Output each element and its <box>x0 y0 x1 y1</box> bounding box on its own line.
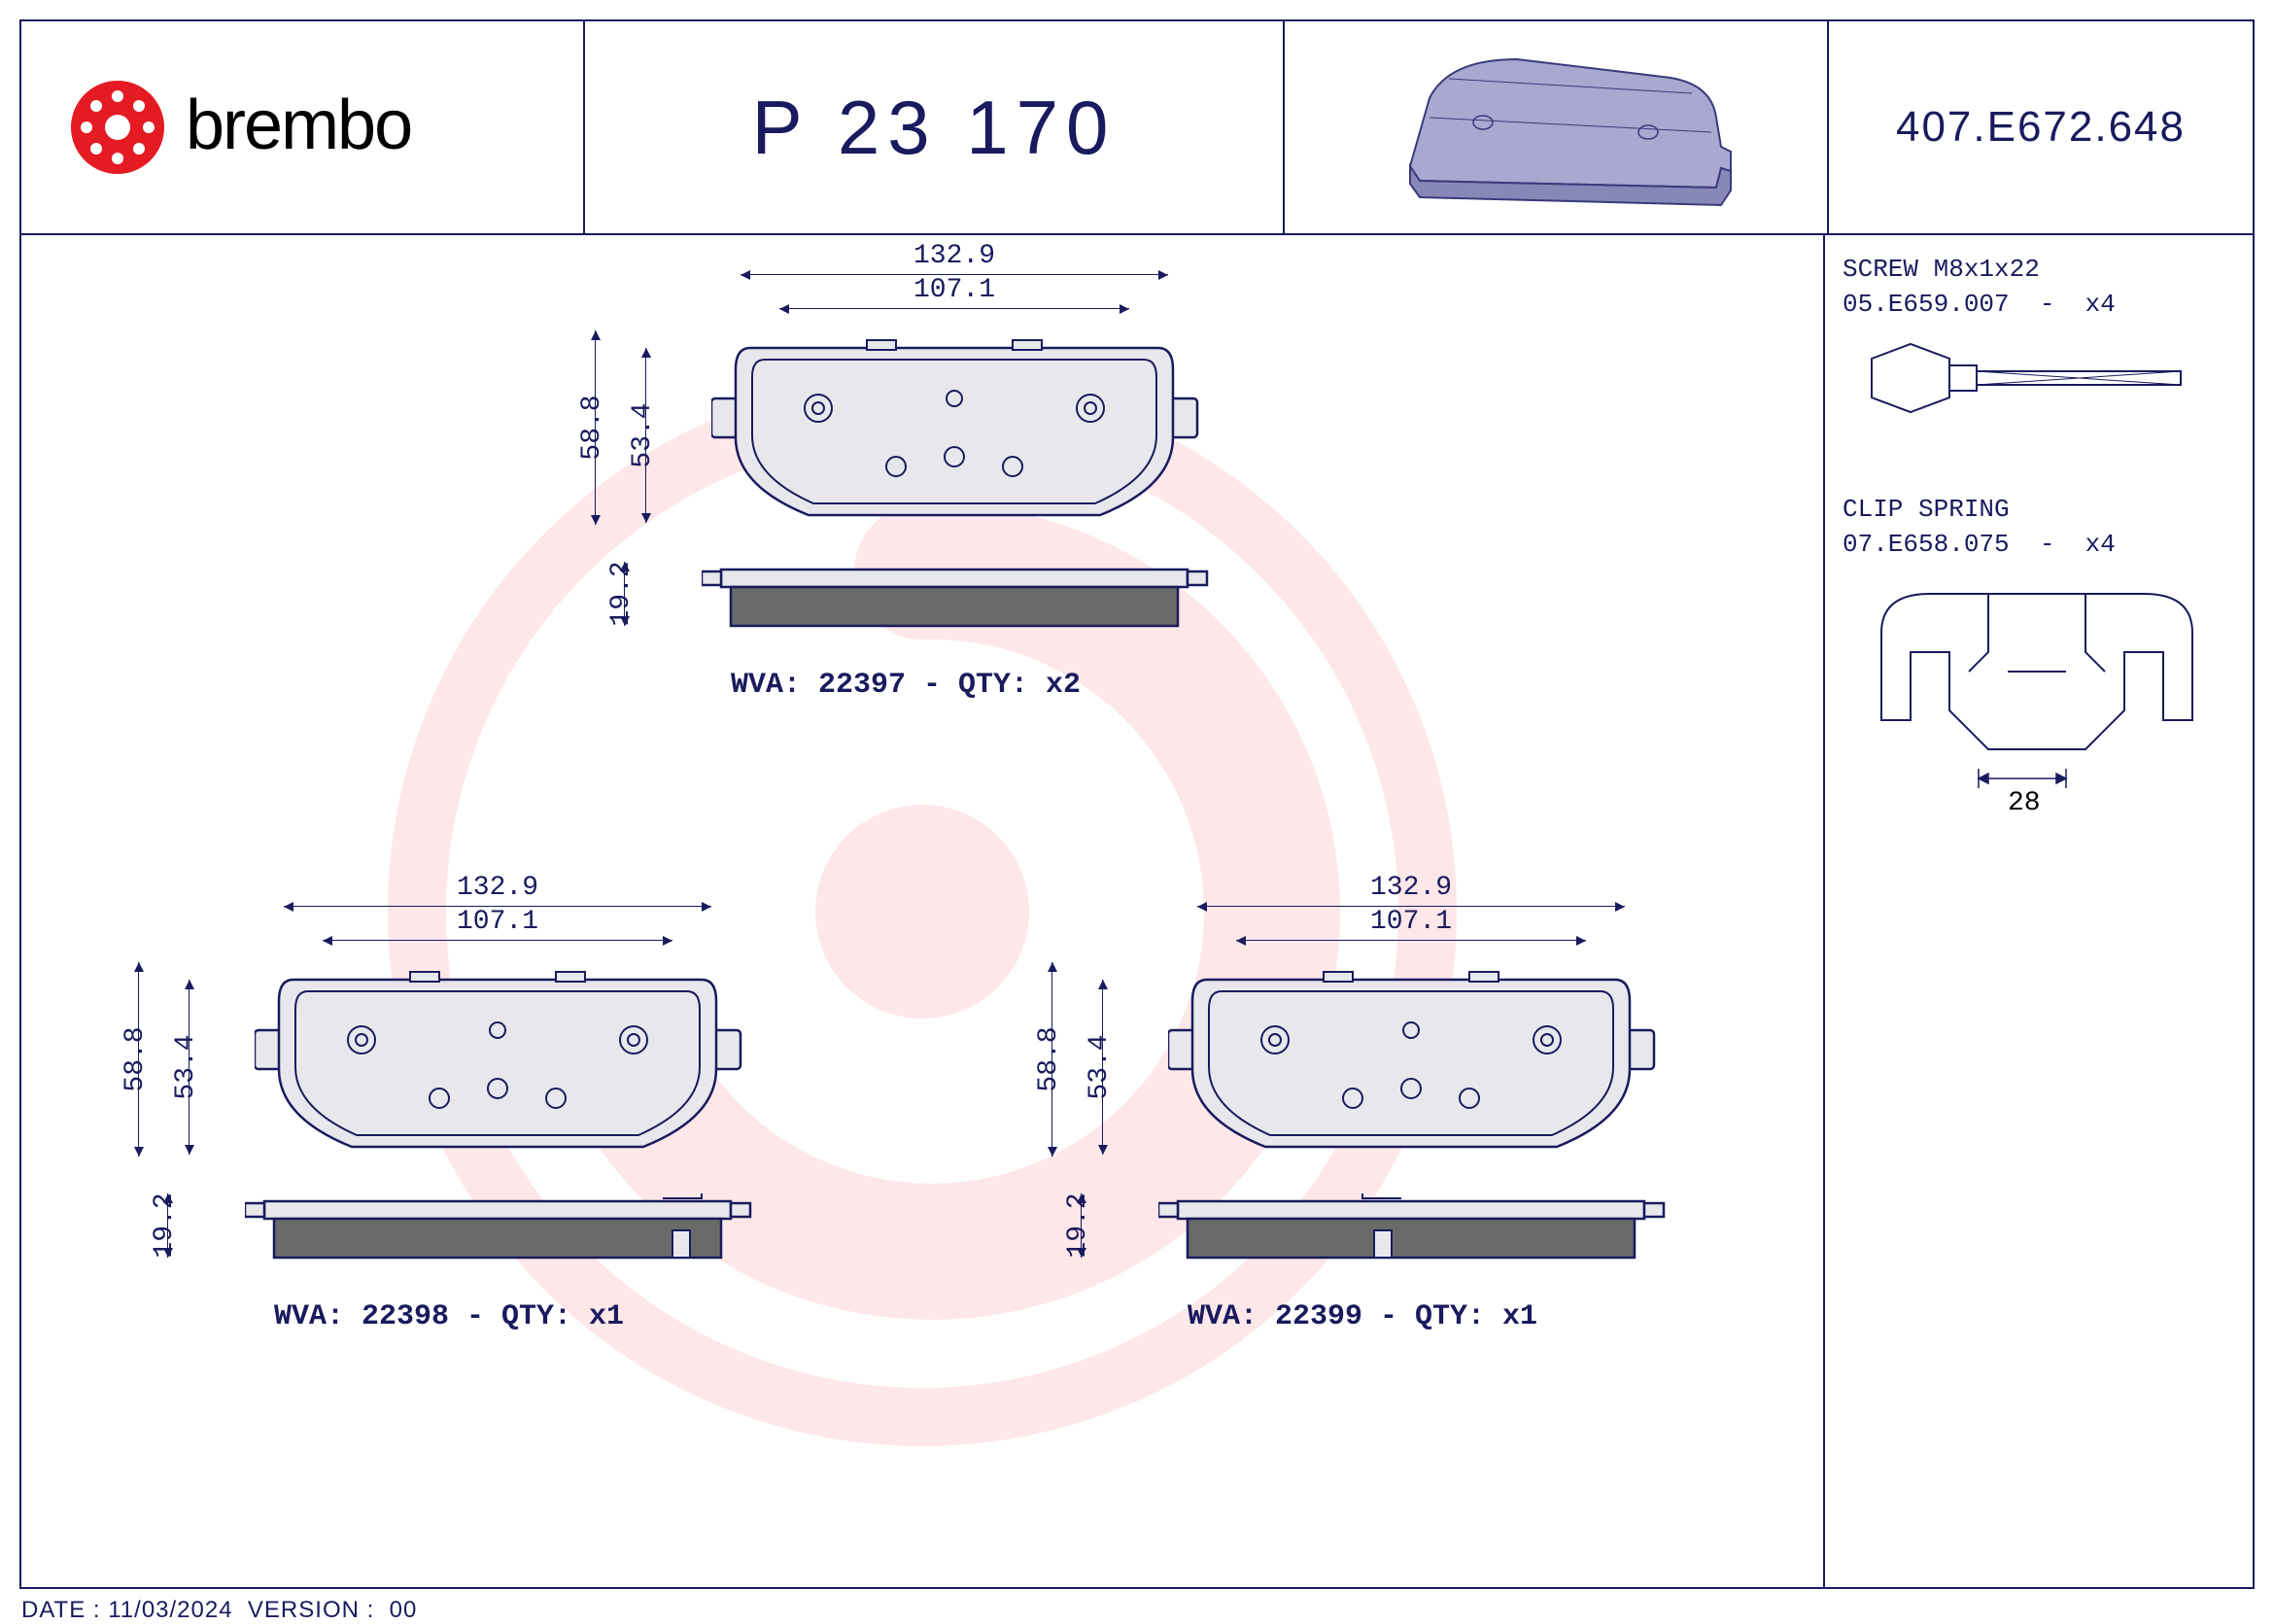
pad-front-view <box>1168 962 1673 1166</box>
logo-cell: brembo <box>21 21 585 233</box>
wva-label: WVA: 22398 - QTY: x1 <box>274 1300 789 1333</box>
screw-title: SCREW M8x1x22 <box>1843 255 2235 284</box>
ref-code: 407.E672.648 <box>1896 103 2186 152</box>
dim-w-inner: 107.1 <box>1370 907 1452 937</box>
footer-date: 11/03/2024 <box>108 1597 232 1623</box>
dim-h-inner: 53.4 <box>171 1034 201 1099</box>
header-row: brembo P 23 170 407.E672.648 <box>21 21 2253 235</box>
wva-label: WVA: 22399 - QTY: x1 <box>1188 1300 1703 1333</box>
brand-text: brembo <box>186 86 411 164</box>
pad-side-view <box>702 562 1226 649</box>
pad-group-22398: 132.9 107.1 58.8 <box>109 906 789 1333</box>
pad-group-22399: 132.9 107.1 58.8 <box>1022 906 1703 1333</box>
accessories-panel: SCREW M8x1x22 05.E659.007 - x4 <box>1825 235 2253 1587</box>
pad-side-view <box>245 1193 770 1281</box>
brembo-logo: brembo <box>59 69 545 186</box>
clip-block: CLIP SPRING 07.E658.075 - x4 <box>1843 495 2235 842</box>
main-drawing-area: 132.9 107.1 58.8 <box>21 235 1825 1587</box>
clip-title: CLIP SPRING <box>1843 495 2235 524</box>
dim-h-inner: 53.4 <box>628 402 658 467</box>
dim-w-inner: 107.1 <box>913 275 995 305</box>
pad-group-22397: 132.9 107.1 58.8 <box>566 274 1246 702</box>
wva-label: WVA: 22397 - QTY: x2 <box>731 669 1246 702</box>
dim-w-inner: 107.1 <box>457 907 538 937</box>
dim-w-outer: 132.9 <box>457 873 538 903</box>
dim-h-inner: 53.4 <box>1085 1034 1115 1099</box>
dim-h-outer: 58.8 <box>577 395 607 460</box>
dim-thickness: 19.2 <box>150 1192 180 1258</box>
dim-h-outer: 58.8 <box>121 1026 151 1091</box>
pad-side-view <box>1158 1193 1683 1281</box>
footer-version: 00 <box>390 1597 418 1623</box>
clip-drawing: 28 <box>1843 565 2231 837</box>
screw-qty: x4 <box>2085 290 2116 319</box>
screw-code: 05.E659.007 <box>1843 290 2010 319</box>
screw-block: SCREW M8x1x22 05.E659.007 - x4 <box>1843 255 2235 436</box>
dim-thickness: 19.2 <box>606 561 637 626</box>
pad-front-view <box>711 330 1217 535</box>
dim-w-outer: 132.9 <box>913 241 995 271</box>
ref-code-cell: 407.E672.648 <box>1829 21 2253 233</box>
clip-width-dim: 28 <box>2008 788 2041 818</box>
dim-w-outer: 132.9 <box>1370 873 1452 903</box>
isometric-cell <box>1285 21 1829 233</box>
part-number-cell: P 23 170 <box>585 21 1285 233</box>
body-row: 132.9 107.1 58.8 <box>21 235 2253 1587</box>
isometric-pad <box>1352 30 1760 225</box>
drawing-sheet: brembo P 23 170 407.E672.648 <box>19 19 2255 1589</box>
dim-thickness: 19.2 <box>1063 1192 1093 1258</box>
screw-drawing <box>1843 325 2231 432</box>
dim-h-outer: 58.8 <box>1034 1026 1064 1091</box>
pad-front-view <box>255 962 760 1166</box>
clip-qty: x4 <box>2085 530 2116 559</box>
part-number: P 23 170 <box>752 84 1117 172</box>
footer: DATE : 11/03/2024 VERSION : 00 <box>21 1597 417 1624</box>
clip-code: 07.E658.075 <box>1843 530 2010 559</box>
